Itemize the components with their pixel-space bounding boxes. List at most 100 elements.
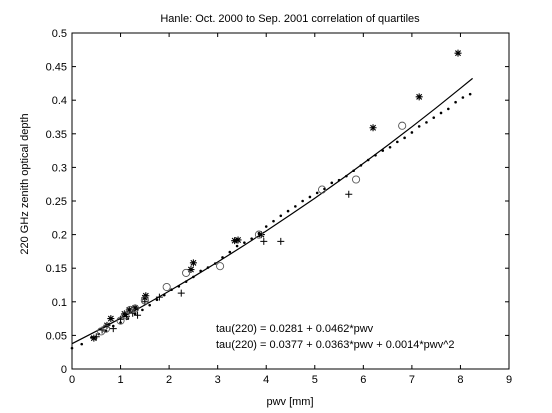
data-point-dot: [148, 303, 151, 307]
data-point-dot: [461, 96, 465, 99]
data-point-dot: [199, 269, 202, 273]
data-point-dot: [126, 317, 130, 320]
y-tick-label: 0.45: [46, 62, 67, 74]
data-point-circle: [116, 316, 125, 325]
data-point-star: [142, 292, 150, 300]
data-point-dot: [359, 164, 363, 167]
data-point-dot: [170, 288, 173, 292]
data-point-dot: [177, 285, 181, 288]
data-point-dot: [162, 293, 166, 297]
data-point-dot: [403, 136, 406, 140]
data-point-plus: [277, 237, 285, 245]
data-point-dot: [425, 121, 428, 124]
data-point-dot: [264, 225, 268, 228]
data-point-dot: [221, 256, 224, 259]
data-point-dot: [388, 145, 392, 149]
x-tick-label: 4: [263, 374, 269, 386]
data-point-star: [257, 231, 265, 239]
data-point-dot: [352, 169, 355, 173]
data-point-dot: [330, 181, 334, 185]
data-point-plus: [155, 293, 163, 301]
x-tick-label: 7: [409, 374, 415, 386]
data-point-circle: [131, 304, 140, 313]
data-point-dot: [155, 298, 159, 302]
y-axis-label: 220 GHz zenith optical depth: [19, 113, 31, 254]
data-point-dot: [141, 308, 144, 312]
data-point-circle: [182, 268, 191, 277]
data-point-circle: [126, 305, 135, 314]
data-point-circle: [351, 175, 361, 184]
data-point-dot: [192, 275, 195, 279]
data-point-dot: [294, 205, 297, 208]
data-point-star: [231, 237, 239, 245]
data-point-plus: [177, 289, 185, 297]
data-point-dot: [272, 219, 275, 223]
data-point-plus: [134, 311, 142, 319]
data-point-dot: [184, 280, 188, 283]
x-tick-label: 1: [117, 374, 123, 386]
data-point-star: [107, 315, 115, 323]
data-point-circle: [318, 185, 327, 194]
data-point-dot: [454, 100, 457, 104]
y-tick-label: 0.3: [52, 162, 67, 174]
data-point-star: [189, 259, 197, 267]
x-tick-label: 5: [312, 374, 318, 386]
data-point-star: [131, 304, 139, 312]
data-point-plus: [92, 333, 100, 341]
y-tick-label: 0.15: [46, 263, 67, 275]
data-point-circle: [398, 121, 407, 130]
chart-title: Hanle: Oct. 2000 to Sep. 2001 correlatio…: [160, 13, 420, 25]
data-point-dot: [243, 241, 246, 244]
data-point-plus: [260, 237, 268, 245]
x-tick-label: 3: [215, 374, 221, 386]
data-point-dot: [468, 92, 472, 96]
data-point-star: [369, 124, 377, 132]
data-point-dot: [250, 237, 253, 240]
data-point-dot: [417, 125, 421, 128]
data-point-dot: [410, 131, 414, 134]
y-tick-label: 0.5: [52, 28, 67, 40]
data-point-star: [234, 236, 242, 244]
data-point-circle: [121, 311, 130, 320]
data-point-dot: [228, 250, 232, 254]
fit-curve-line: [71, 77, 473, 345]
data-point-dot: [315, 191, 319, 195]
data-point-star: [454, 49, 462, 57]
x-tick-label: 0: [69, 374, 75, 386]
data-point-plus: [109, 325, 117, 333]
x-tick-label: 9: [506, 374, 512, 386]
data-point-star: [415, 93, 423, 101]
data-point-star: [187, 266, 195, 274]
y-tick-label: 0.35: [46, 129, 67, 141]
data-point-dot: [213, 262, 217, 265]
fit-annotation-linear: tau(220) = 0.0281 + 0.0462*pwv: [216, 323, 374, 335]
data-point-circle: [97, 327, 106, 336]
x-tick-label: 8: [457, 374, 463, 386]
data-point-dot: [279, 214, 283, 218]
x-axis-label: pwv [mm]: [266, 396, 313, 408]
data-point-star: [90, 334, 98, 342]
x-tick-label: 6: [360, 374, 366, 386]
fit-annotation-quadratic: tau(220) = 0.0377 + 0.0363*pwv + 0.0014*…: [216, 339, 454, 351]
y-tick-label: 0: [61, 364, 67, 376]
data-point-dot: [206, 266, 210, 269]
data-point-plus: [345, 190, 353, 198]
data-point-dot: [345, 174, 348, 178]
data-point-dot: [301, 199, 304, 203]
data-point-dot: [396, 140, 399, 144]
y-tick-label: 0.1: [52, 297, 67, 309]
y-tick-label: 0.2: [52, 230, 67, 242]
data-point-dot: [286, 209, 290, 213]
data-point-dot: [447, 107, 450, 111]
data-point-dot: [439, 111, 443, 115]
y-tick-label: 0.05: [46, 330, 67, 342]
data-point-dot: [366, 158, 370, 162]
y-tick-label: 0.25: [46, 196, 67, 208]
y-tick-label: 0.4: [52, 95, 67, 107]
x-axis: 0 1 2 3 4 5 6 7 8 9: [69, 33, 512, 386]
data-point-circle: [216, 262, 225, 271]
data-point-circle: [162, 282, 171, 292]
data-point-star: [141, 294, 149, 302]
data-point-dot: [337, 178, 341, 182]
data-point-star: [120, 310, 128, 318]
